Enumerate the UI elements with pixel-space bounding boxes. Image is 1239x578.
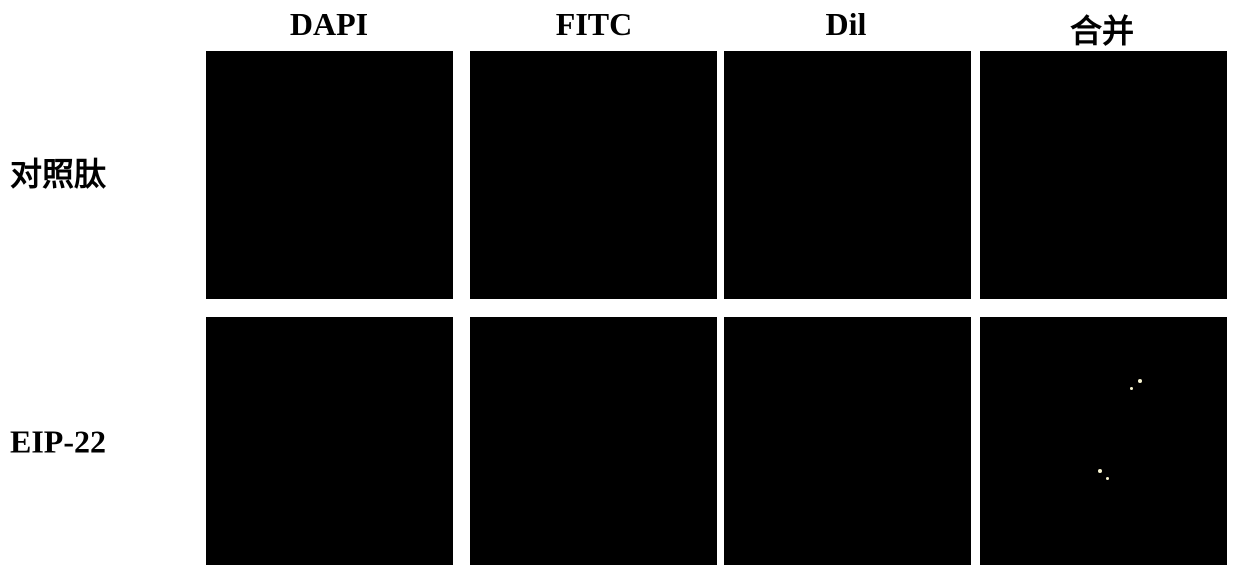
speckle: [1106, 477, 1109, 480]
col-header-merge: 合并: [1070, 6, 1134, 52]
speckle: [1130, 387, 1133, 390]
panel-control-fitc: [470, 51, 717, 299]
col-header-dapi: DAPI: [290, 6, 368, 43]
panel-eip22-dil: [724, 317, 971, 565]
col-header-dil: Dil: [826, 6, 867, 43]
panel-eip22-merge: [980, 317, 1227, 565]
row-label-control: 对照肽: [10, 149, 106, 195]
microscopy-figure: DAPI FITC Dil 合并 对照肽 EIP-22: [0, 0, 1239, 578]
panel-eip22-dapi: [206, 317, 453, 565]
panel-eip22-fitc: [470, 317, 717, 565]
panel-control-dil: [724, 51, 971, 299]
row-label-eip22: EIP-22: [10, 424, 106, 461]
panel-control-dapi: [206, 51, 453, 299]
col-header-fitc: FITC: [556, 6, 632, 43]
speckle: [1138, 379, 1142, 383]
speckle: [1098, 469, 1102, 473]
panel-control-merge: [980, 51, 1227, 299]
